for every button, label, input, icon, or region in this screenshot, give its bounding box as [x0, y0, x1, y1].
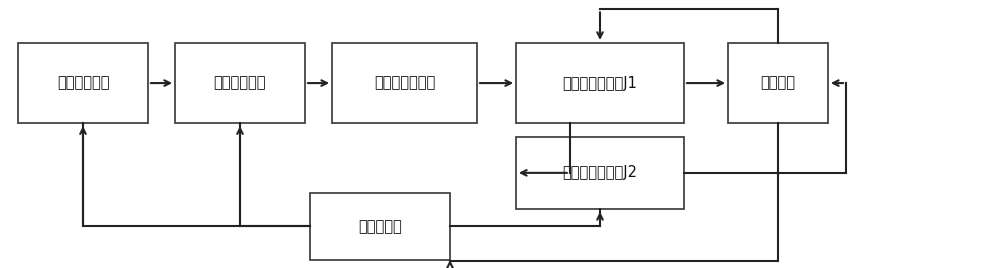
Text: 大电流发生器: 大电流发生器: [214, 76, 266, 91]
Text: 正向交流接触器J1: 正向交流接触器J1: [563, 76, 637, 91]
Text: 整流及滤波电路: 整流及滤波电路: [374, 76, 435, 91]
Text: 采样电阻: 采样电阻: [761, 76, 796, 91]
FancyBboxPatch shape: [332, 43, 477, 123]
FancyBboxPatch shape: [516, 43, 684, 123]
Text: 主交流接触器: 主交流接触器: [57, 76, 109, 91]
FancyBboxPatch shape: [18, 43, 148, 123]
Text: 负向交流接触器J2: 负向交流接触器J2: [562, 165, 638, 180]
FancyBboxPatch shape: [516, 137, 684, 209]
FancyBboxPatch shape: [175, 43, 305, 123]
FancyBboxPatch shape: [310, 193, 450, 260]
Text: 集中控制器: 集中控制器: [358, 219, 402, 234]
FancyBboxPatch shape: [728, 43, 828, 123]
